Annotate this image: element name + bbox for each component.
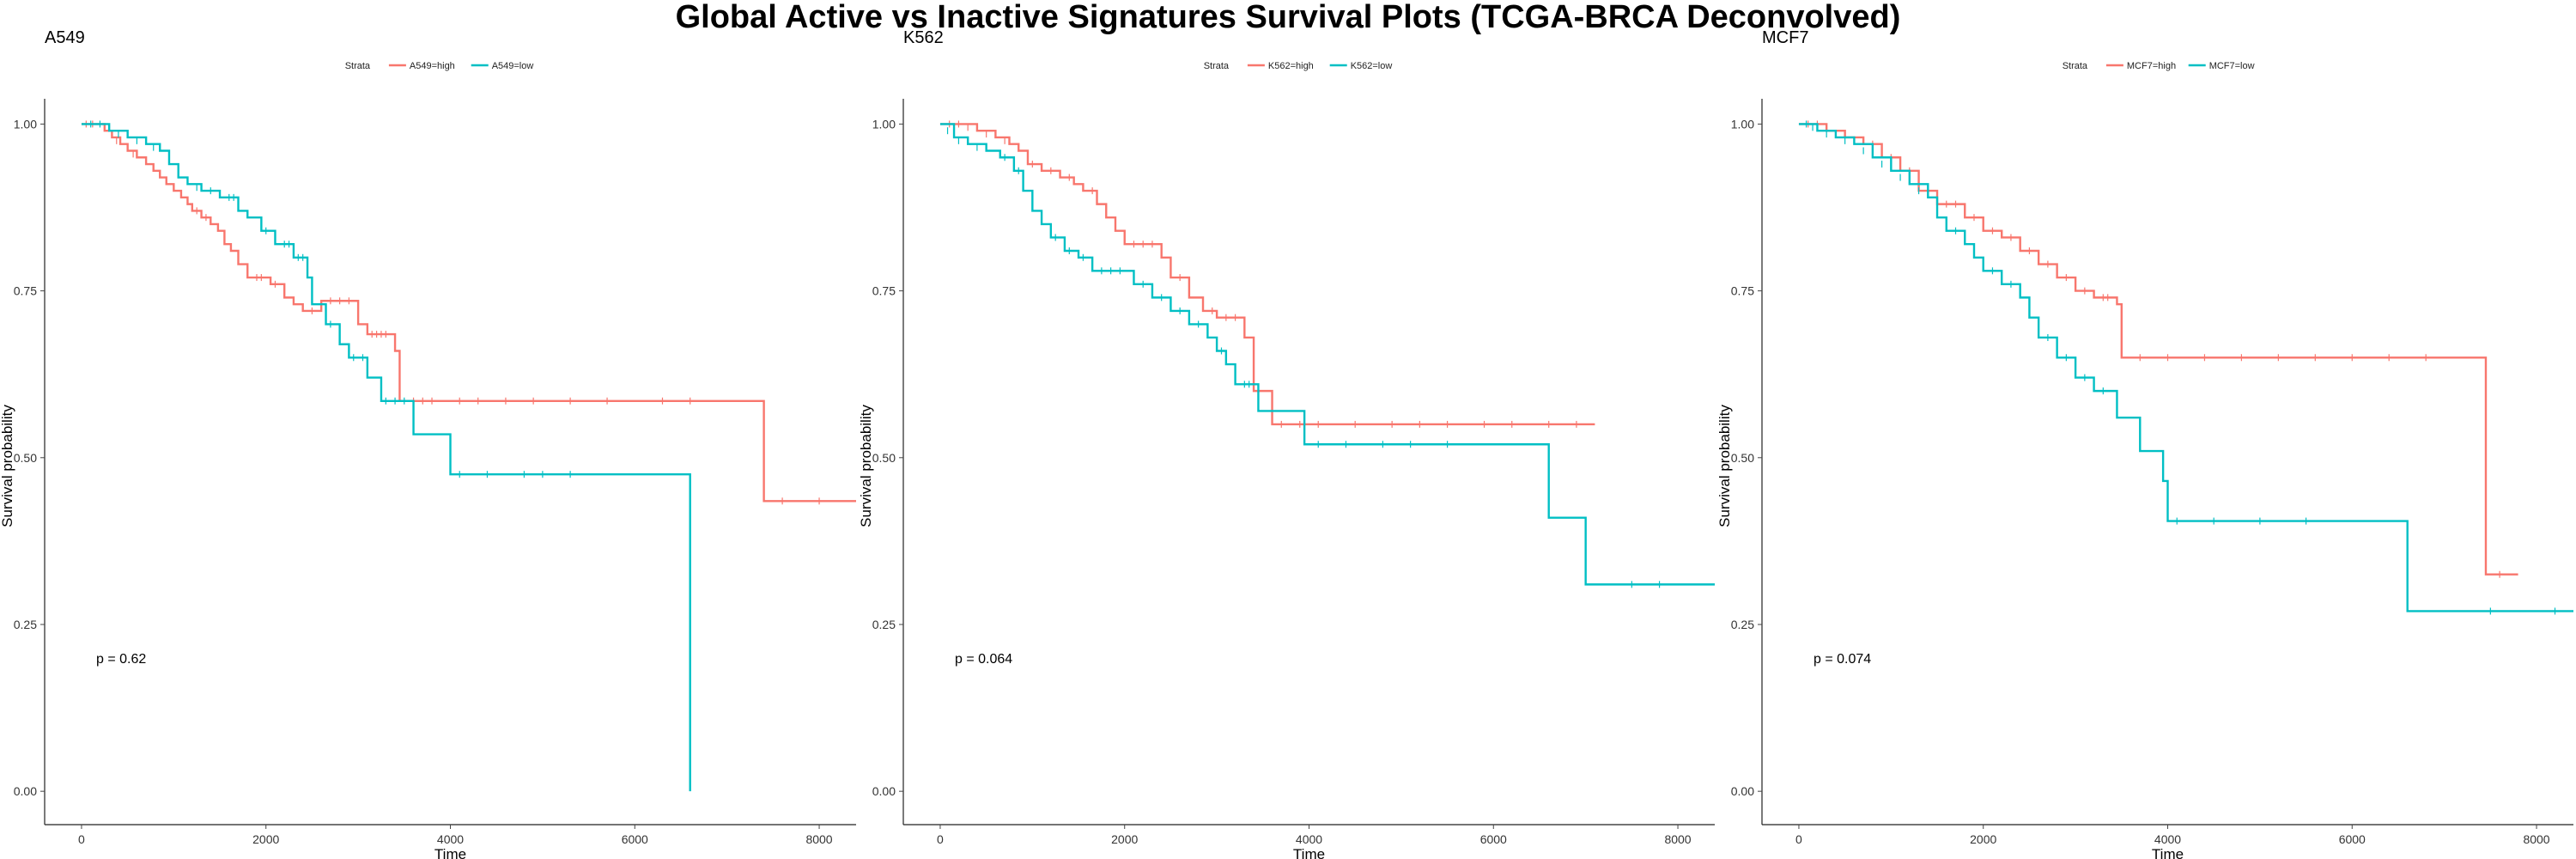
y-axis-label: Survival probability (0, 405, 15, 527)
series-MCF7=high (1798, 120, 2518, 578)
x-tick-label: 8000 (1664, 832, 1691, 846)
x-tick-label: 6000 (622, 832, 648, 846)
y-tick-label: 0.00 (872, 784, 896, 798)
panel-a549: A549 Strata A549=high A549=low 0.00 0.25 0.50 0… (0, 28, 856, 859)
y-tick-label: 0.25 (14, 618, 37, 631)
x-tick-label: 6000 (2339, 832, 2366, 846)
x-tick-label: 0 (937, 832, 944, 846)
panel-title: A549 (45, 28, 85, 47)
legend-title: Strata (345, 61, 371, 71)
survival-curve (1798, 123, 2518, 576)
legend-title: Strata (2063, 61, 2088, 71)
legend-item-label: MCF7=high (2127, 61, 2176, 71)
survival-curve (81, 123, 856, 503)
series-A549=high (81, 120, 856, 505)
x-tick-label: 2000 (1970, 832, 1996, 846)
y-axis-label: Survival probability (858, 405, 874, 527)
survival-curve (81, 123, 691, 792)
x-axis-label: Time (2152, 846, 2184, 859)
panel-title: MCF7 (1762, 28, 1808, 47)
x-tick-label: 8000 (805, 832, 832, 846)
x-tick-label: 8000 (2523, 832, 2549, 846)
y-tick-label: 1.00 (14, 117, 37, 131)
x-tick-label: 4000 (1296, 832, 1322, 846)
x-tick-label: 4000 (437, 832, 464, 846)
survival-curve (939, 123, 1595, 426)
p-value: p = 0.064 (955, 652, 1012, 667)
x-tick-label: 0 (78, 832, 85, 846)
x-axis-label: Time (434, 846, 466, 859)
legend-item-label: MCF7=low (2209, 61, 2255, 71)
survival-curve (1798, 123, 2573, 612)
y-tick-label: 0.75 (1731, 284, 1754, 298)
y-tick-label: 1.00 (1731, 117, 1754, 131)
y-tick-label: 0.75 (14, 284, 37, 298)
panel-k562: K562 Strata K562=high K562=low 0.00 0.25 0.50 0… (858, 28, 1715, 859)
series-K562=low (939, 123, 1715, 588)
legend-item-label: K562=low (1351, 61, 1393, 71)
x-tick-label: 4000 (2154, 832, 2181, 846)
x-axis-label: Time (1293, 846, 1325, 859)
x-tick-label: 6000 (1480, 832, 1507, 846)
legend-title: Strata (1204, 61, 1230, 71)
x-tick-label: 0 (1795, 832, 1802, 846)
p-value: p = 0.62 (96, 652, 146, 667)
y-tick-label: 0.00 (14, 784, 37, 798)
legend: Strata A549=high A549=low (345, 61, 534, 71)
series-MCF7=low (1798, 120, 2573, 615)
y-tick-label: 0.25 (1731, 618, 1754, 631)
panel-mcf7: MCF7 Strata MCF7=high MCF7=low 0.00 0.25 0.50 0… (1716, 28, 2573, 859)
series-K562=high (939, 120, 1595, 428)
x-tick-label: 2000 (252, 832, 279, 846)
legend-item-label: K562=high (1268, 61, 1314, 71)
y-tick-label: 0.25 (872, 618, 896, 631)
series-A549=low (81, 120, 691, 792)
y-tick-label: 1.00 (872, 117, 896, 131)
legend: Strata K562=high K562=low (1204, 61, 1393, 71)
y-tick-label: 0.50 (872, 451, 896, 465)
y-tick-label: 0.50 (1731, 451, 1754, 465)
y-tick-label: 0.50 (14, 451, 37, 465)
survival-curve (939, 123, 1715, 586)
legend-item-label: A549=high (410, 61, 455, 71)
legend: Strata MCF7=high MCF7=low (2063, 61, 2255, 71)
y-tick-label: 0.75 (872, 284, 896, 298)
p-value: p = 0.074 (1814, 652, 1871, 667)
panel-title: K562 (903, 28, 944, 47)
y-tick-label: 0.00 (1731, 784, 1754, 798)
y-axis-label: Survival probability (1716, 405, 1733, 527)
figure-title: Global Active vs Inactive Signatures Sur… (675, 0, 1901, 35)
x-tick-label: 2000 (1111, 832, 1138, 846)
legend-item-label: A549=low (492, 61, 534, 71)
